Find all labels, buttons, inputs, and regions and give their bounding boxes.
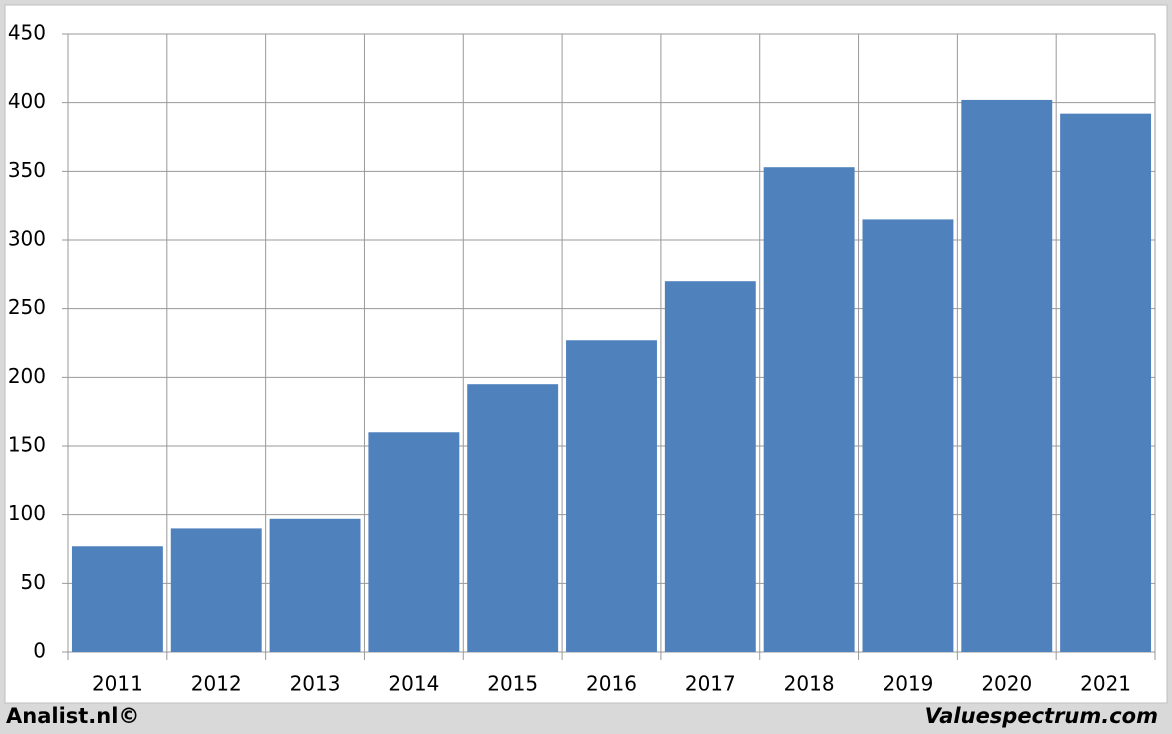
y-tick-label: 50 [21, 570, 46, 594]
x-tick-label: 2016 [586, 672, 637, 696]
bar [763, 167, 855, 653]
bar [71, 546, 163, 652]
x-tick-label: 2013 [290, 672, 341, 696]
y-tick-label: 350 [8, 158, 46, 182]
bar [664, 281, 756, 652]
y-tick-label: 150 [8, 433, 46, 457]
bar [1060, 113, 1152, 653]
bar [862, 219, 954, 652]
y-tick-label: 100 [8, 501, 46, 525]
bar [961, 99, 1053, 653]
y-tick-label: 400 [8, 89, 46, 113]
bar [566, 340, 657, 652]
footer-left: Analist.nl© [6, 704, 139, 728]
x-tick-label: 2015 [487, 672, 538, 696]
x-tick-label: 2018 [784, 672, 835, 696]
y-tick-label: 0 [33, 639, 46, 663]
x-tick-label: 2019 [883, 672, 934, 696]
bar [170, 528, 262, 652]
x-tick-label: 2020 [981, 672, 1032, 696]
bar [269, 518, 361, 652]
x-tick-label: 2014 [388, 672, 439, 696]
y-tick-label: 200 [8, 364, 46, 388]
footer-right: Valuespectrum.com [925, 704, 1158, 728]
x-tick-label: 2021 [1080, 672, 1131, 696]
x-tick-label: 2012 [191, 672, 242, 696]
x-tick-label: 2017 [685, 672, 736, 696]
y-tick-label: 450 [8, 21, 46, 45]
bar [467, 384, 559, 652]
x-tick-label: 2011 [92, 672, 143, 696]
y-tick-label: 250 [8, 295, 46, 319]
bar [368, 432, 460, 652]
y-tick-label: 300 [8, 227, 46, 251]
